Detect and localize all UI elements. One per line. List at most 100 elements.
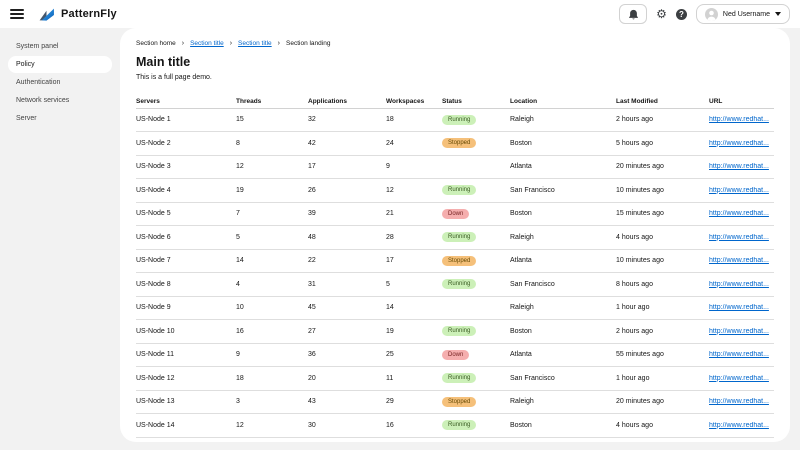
sidebar-item-network-services[interactable]: Network services <box>16 97 70 104</box>
cell-location: Raleigh <box>510 390 616 414</box>
sidebar-item-system-panel[interactable]: System panel <box>16 43 59 50</box>
table-row: US-Node 5 7 39 21 Down Boston 15 minutes… <box>136 202 774 226</box>
cell-applications: 48 <box>308 225 386 250</box>
cell-status: Stopped <box>442 131 510 156</box>
question-circle-icon: ? <box>675 8 687 20</box>
cell-last-modified: 5 hours ago <box>616 131 709 156</box>
breadcrumb-separator-icon: › <box>181 39 185 47</box>
cell-location: Raleigh <box>510 225 616 250</box>
content-card: Section home › Section title › Section t… <box>120 28 790 442</box>
status-badge: Running <box>442 373 477 384</box>
status-badge: Stopped <box>442 396 477 407</box>
sidebar-item-policy[interactable]: Policy <box>8 56 112 73</box>
cell-workspaces: 9 <box>386 155 442 179</box>
cell-last-modified: 10 minutes ago <box>616 249 709 273</box>
cell-server: US-Node 10 <box>136 319 236 344</box>
page-subtitle: This is a full page demo. <box>136 74 212 81</box>
sidebar-item-authentication[interactable]: Authentication <box>16 79 61 86</box>
table-row: US-Node 1 15 32 18 Running Raleigh 2 hou… <box>136 108 774 132</box>
avatar <box>704 7 718 21</box>
cell-url: http://www.redhat... <box>709 131 774 156</box>
url-link[interactable]: http://www.redhat... <box>709 304 769 312</box>
cell-last-modified: 15 minutes ago <box>616 202 709 226</box>
cell-url: http://www.redhat... <box>709 178 774 203</box>
table-body: US-Node 1 15 32 18 Running Raleigh 2 hou… <box>136 108 774 438</box>
cell-server: US-Node 6 <box>136 225 236 250</box>
gear-icon: ⚙ <box>656 7 667 21</box>
url-link[interactable]: http://www.redhat... <box>709 351 769 359</box>
cell-url: http://www.redhat... <box>709 225 774 250</box>
cell-location: San Francisco <box>510 272 616 297</box>
cell-location: San Francisco <box>510 366 616 391</box>
notifications-button[interactable] <box>619 4 648 24</box>
cell-server: US-Node 12 <box>136 366 236 391</box>
column-header-workspaces: Workspaces <box>386 95 442 109</box>
cell-last-modified: 4 hours ago <box>616 225 709 250</box>
cell-status: Stopped <box>442 249 510 273</box>
url-link[interactable]: http://www.redhat... <box>709 327 769 335</box>
settings-button[interactable]: ⚙ <box>656 8 667 20</box>
url-link[interactable]: http://www.redhat... <box>709 421 769 429</box>
user-menu-dropdown[interactable]: Ned Username <box>695 4 790 24</box>
cell-server: US-Node 5 <box>136 202 236 226</box>
cell-status <box>442 296 510 320</box>
cell-status: Running <box>442 225 510 250</box>
user-name: Ned Username <box>722 10 770 18</box>
cell-workspaces: 16 <box>386 413 442 438</box>
cell-url: http://www.redhat... <box>709 296 774 320</box>
url-link[interactable]: http://www.redhat... <box>709 163 769 171</box>
cell-status: Running <box>442 413 510 438</box>
column-header-applications: Applications <box>308 95 386 109</box>
cell-applications: 30 <box>308 413 386 438</box>
cell-server: US-Node 14 <box>136 413 236 438</box>
cell-url: http://www.redhat... <box>709 413 774 438</box>
url-link[interactable]: http://www.redhat... <box>709 398 769 406</box>
cell-last-modified: 4 hours ago <box>616 413 709 438</box>
cell-applications: 39 <box>308 202 386 226</box>
cell-threads: 8 <box>236 131 308 156</box>
brand-logo[interactable]: PatternFly <box>38 6 117 23</box>
cell-workspaces: 17 <box>386 249 442 273</box>
table-row: US-Node 14 12 30 16 Running Boston 4 hou… <box>136 413 774 438</box>
table-row: US-Node 3 12 17 9 Atlanta 20 minutes ago… <box>136 155 774 179</box>
cell-applications: 45 <box>308 296 386 320</box>
cell-applications: 36 <box>308 343 386 367</box>
sidebar-item-server[interactable]: Server <box>16 115 37 122</box>
url-link[interactable]: http://www.redhat... <box>709 186 769 194</box>
masthead: PatternFly ⚙ ? Ned <box>0 0 800 28</box>
cell-threads: 5 <box>236 225 308 250</box>
cell-threads: 12 <box>236 155 308 179</box>
table-row: US-Node 13 3 43 29 Stopped Raleigh 20 mi… <box>136 390 774 414</box>
url-link[interactable]: http://www.redhat... <box>709 257 769 265</box>
column-header-threads: Threads <box>236 95 308 109</box>
url-link[interactable]: http://www.redhat... <box>709 233 769 241</box>
patternfly-logo-icon <box>38 6 55 23</box>
url-link[interactable]: http://www.redhat... <box>709 139 769 147</box>
cell-workspaces: 12 <box>386 178 442 203</box>
cell-threads: 7 <box>236 202 308 226</box>
help-button[interactable]: ? <box>675 8 687 20</box>
breadcrumb-link-section-title-1[interactable]: Section title <box>190 40 224 47</box>
cell-location: Atlanta <box>510 249 616 273</box>
cell-status: Down <box>442 202 510 226</box>
url-link[interactable]: http://www.redhat... <box>709 280 769 288</box>
column-header-location: Location <box>510 95 616 109</box>
menu-toggle-icon[interactable] <box>10 8 24 20</box>
cell-status: Running <box>442 108 510 132</box>
cell-workspaces: 18 <box>386 108 442 132</box>
table-row: US-Node 12 18 20 11 Running San Francisc… <box>136 366 774 391</box>
breadcrumb-link-section-title-2[interactable]: Section title <box>238 40 272 47</box>
cell-workspaces: 28 <box>386 225 442 250</box>
cell-server: US-Node 13 <box>136 390 236 414</box>
url-link[interactable]: http://www.redhat... <box>709 210 769 218</box>
status-badge: Running <box>442 420 477 431</box>
cell-status: Stopped <box>442 390 510 414</box>
table-row: US-Node 7 14 22 17 Stopped Atlanta 10 mi… <box>136 249 774 273</box>
url-link[interactable]: http://www.redhat... <box>709 116 769 124</box>
cell-threads: 19 <box>236 178 308 203</box>
cell-status: Running <box>442 178 510 203</box>
cell-location: Raleigh <box>510 108 616 132</box>
cell-location: Boston <box>510 202 616 226</box>
url-link[interactable]: http://www.redhat... <box>709 374 769 382</box>
cell-server: US-Node 8 <box>136 272 236 297</box>
